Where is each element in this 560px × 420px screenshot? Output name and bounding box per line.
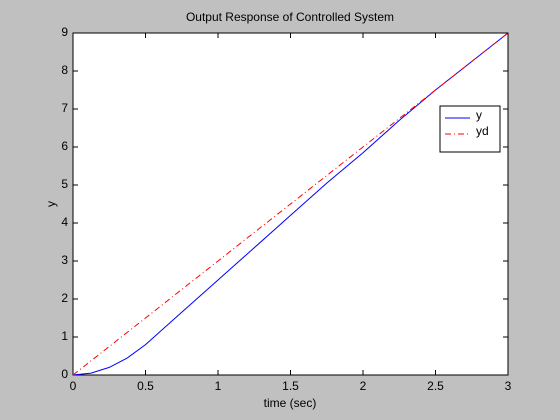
y-tick-label: 6	[61, 139, 68, 153]
y-tick-label: 9	[61, 25, 68, 39]
x-tick-label: 1	[215, 379, 222, 393]
y-tick-label: 0	[61, 367, 68, 381]
y-tick-label: 2	[61, 291, 68, 305]
x-tick-label: 0.5	[137, 379, 154, 393]
x-axis-label: time (sec)	[264, 396, 317, 410]
y-axis-label: y	[44, 201, 58, 207]
legend-label: yd	[476, 124, 489, 138]
y-tick-label: 1	[61, 329, 68, 343]
x-tick-label: 2.5	[427, 379, 444, 393]
y-tick-label: 7	[61, 101, 68, 115]
x-tick-label: 2	[360, 379, 367, 393]
x-tick-label: 1.5	[282, 379, 299, 393]
legend-box	[439, 105, 501, 153]
y-tick-label: 3	[61, 253, 68, 267]
y-tick-label: 5	[61, 177, 68, 191]
x-tick-label: 0	[70, 379, 77, 393]
chart-title: Output Response of Controlled System	[186, 10, 394, 24]
y-tick-label: 4	[61, 215, 68, 229]
legend-label: y	[476, 108, 482, 122]
data-line	[72, 32, 509, 376]
x-tick-label: 3	[505, 379, 512, 393]
y-tick-label: 8	[61, 63, 68, 77]
